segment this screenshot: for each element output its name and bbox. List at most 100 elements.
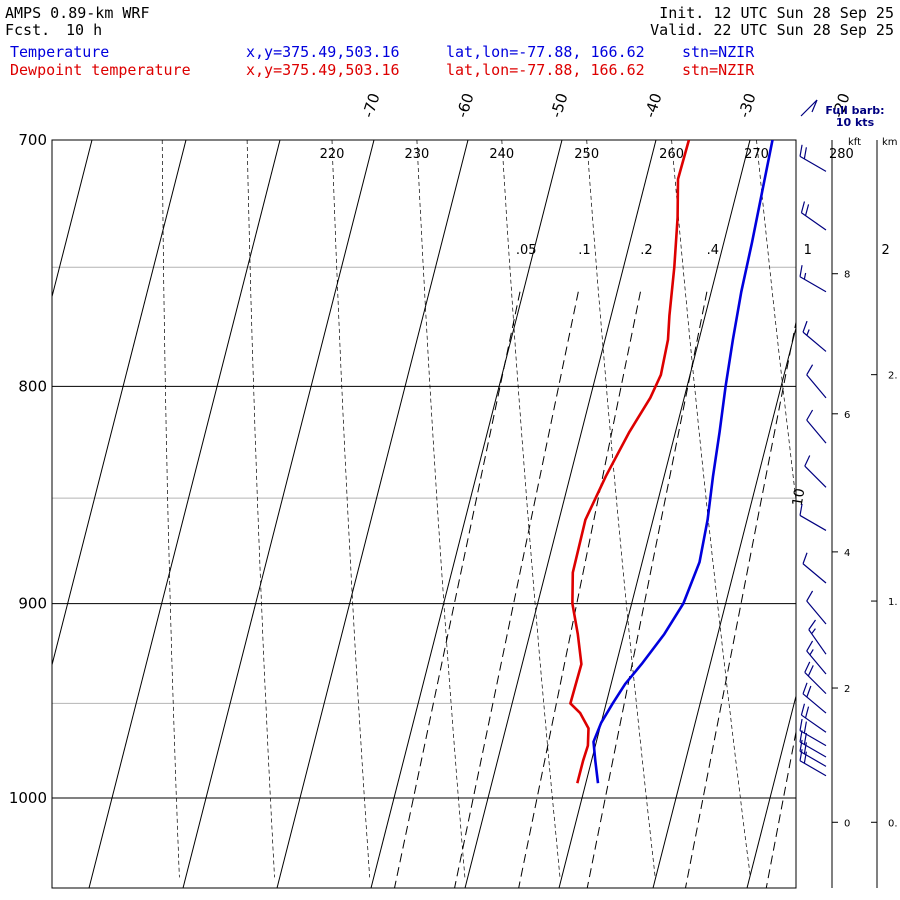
wind-barb-flag — [802, 320, 808, 333]
isotherm-label: -70 — [359, 91, 384, 120]
wind-barb-staff — [806, 419, 827, 444]
isotherm-line — [182, 140, 375, 888]
isotherm-label: -50 — [547, 91, 572, 120]
isotherm-line — [52, 140, 187, 667]
dry-adiabat — [331, 140, 371, 878]
wind-barb-flag — [802, 552, 808, 564]
legend-temperature-name: Temperature — [10, 43, 110, 61]
wind-barb — [802, 552, 827, 584]
wind-barb-half-flag — [809, 649, 814, 656]
legend-dewpoint-xy: x,y=375.49,503.16 — [246, 61, 400, 79]
legend-temperature-station: stn=NZIR — [682, 43, 755, 61]
wind-barb — [802, 682, 827, 714]
barb-key-staff — [800, 99, 818, 117]
wind-barb-staff — [802, 563, 827, 584]
dry-adiabat-label: 240 — [489, 147, 514, 162]
wind-barb-flag — [804, 204, 810, 216]
init-time: Init. 12 UTC Sun 28 Sep 25 — [659, 4, 894, 22]
dry-adiabat-label: 250 — [574, 147, 599, 162]
pressure-tick-1000: 1000 — [9, 789, 47, 807]
wind-barb-staff — [804, 465, 827, 488]
km-tick-label: 0. — [888, 818, 898, 829]
dry-adiabat-label: 280 — [829, 147, 854, 162]
wind-barb-flag — [799, 749, 803, 761]
mixing-ratio-line — [454, 291, 579, 888]
km-tick-label: 2. — [888, 371, 898, 382]
wind-barb-flag — [804, 661, 811, 673]
wind-barb-flag — [804, 455, 811, 467]
dry-adiabat — [671, 140, 751, 878]
isotherm-line — [841, 140, 900, 888]
wind-barb — [799, 730, 827, 758]
barb-key-label-1: Full barb: — [825, 104, 884, 117]
wind-barb-flag — [799, 144, 803, 157]
pressure-tick-900: 900 — [18, 595, 47, 613]
mixing-ratio-line — [586, 291, 708, 888]
wind-barb-half-flag — [806, 329, 810, 336]
wind-barb-flag — [802, 682, 808, 694]
wind-barb — [799, 144, 827, 172]
isotherm-line — [464, 140, 657, 888]
dry-adiabat — [501, 140, 561, 878]
dry-adiabat-label: 230 — [405, 147, 430, 162]
wind-barb-flag — [799, 718, 803, 731]
wind-barb — [808, 619, 827, 655]
isotherm-label: -30 — [735, 91, 760, 120]
wind-barb-flag — [806, 409, 814, 421]
wind-barb-staff — [806, 600, 827, 625]
wind-barb-flag — [806, 590, 814, 602]
mixing-ratio-label: 2 — [881, 243, 889, 258]
pressure-tick-700: 700 — [18, 131, 47, 149]
dry-adiabat — [841, 140, 900, 877]
wind-barb — [799, 265, 827, 293]
wind-barb — [800, 201, 827, 231]
kft-tick-label: 4 — [844, 548, 850, 559]
wind-barb-flag — [806, 640, 814, 652]
mixing-ratio-label: .05 — [516, 243, 537, 258]
mixing-ratio-label: .1 — [578, 243, 590, 258]
dry-adiabat-label: 260 — [659, 147, 684, 162]
wind-barb — [806, 590, 827, 625]
wind-barb-half-flag — [803, 272, 807, 280]
dry-adiabat — [586, 140, 656, 878]
wind-barb-flag — [804, 706, 810, 719]
dry-adiabat — [246, 140, 275, 878]
wind-barb-flag — [800, 703, 806, 716]
barb-key-label-2: 10 kts — [836, 116, 875, 129]
dry-adiabat-label-side: 10 — [790, 487, 809, 507]
wind-barb-flag — [807, 665, 814, 677]
isotherm-line — [88, 140, 281, 888]
wind-barb-flag — [799, 503, 803, 516]
wind-barb-flag — [806, 364, 814, 376]
km-tick-label: 1. — [888, 597, 898, 608]
isotherm-label: -60 — [453, 91, 478, 120]
wind-barb-flag — [803, 721, 807, 734]
wind-barb-flag — [799, 730, 803, 743]
legend-dewpoint-name: Dewpoint temperature — [10, 61, 191, 79]
wind-barb — [799, 749, 827, 777]
plot-frame — [51, 139, 797, 889]
wind-barb-half-flag — [811, 628, 816, 635]
dry-adiabat-label: 220 — [320, 147, 345, 162]
wind-barb-flag — [803, 751, 807, 764]
wind-barb-flag — [799, 739, 803, 752]
legend-temperature-latlon: lat,lon=-77.88, 166.62 — [446, 43, 645, 61]
mixing-ratio-label: 1 — [804, 243, 812, 258]
wind-barb — [799, 718, 827, 747]
legend-dewpoint-station: stn=NZIR — [682, 61, 755, 79]
legend-dewpoint-latlon: lat,lon=-77.88, 166.62 — [446, 61, 645, 79]
wind-barb — [806, 364, 827, 399]
wind-barb — [804, 661, 827, 695]
dewpoint-profile — [569, 140, 691, 784]
temperature-profile — [592, 140, 774, 784]
wind-barb — [806, 640, 827, 675]
legend-temperature-xy: x,y=375.49,503.16 — [246, 43, 400, 61]
mixing-ratio-line — [684, 319, 796, 888]
mixing-ratio-label: .2 — [640, 243, 652, 258]
dry-adiabat — [416, 140, 466, 878]
barb-key-flag — [811, 99, 818, 113]
kft-tick-label: 8 — [844, 270, 850, 281]
forecast-hours: 10 h — [66, 21, 103, 39]
wind-barb-staff — [799, 514, 827, 531]
